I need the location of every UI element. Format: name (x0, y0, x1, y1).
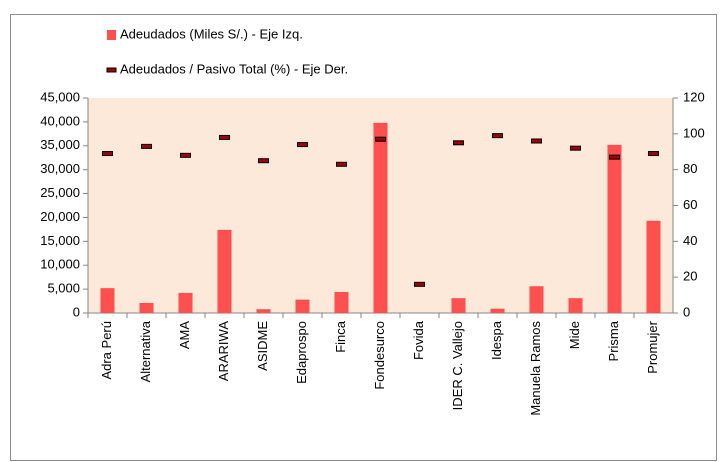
marker (375, 136, 386, 142)
y2-tick-label: 120 (683, 89, 705, 104)
bar (295, 299, 310, 313)
marker (141, 143, 152, 149)
x-tick-label: Idespa (489, 320, 504, 360)
y-tick-label: 45,000 (40, 89, 80, 104)
bar (139, 302, 154, 313)
y-tick-label: 5,000 (47, 281, 80, 296)
marker (180, 152, 191, 158)
marker (570, 145, 581, 151)
y-tick-label: 15,000 (40, 233, 80, 248)
marker (336, 161, 347, 167)
bar (490, 308, 505, 313)
x-tick-label: Promujer (645, 320, 660, 373)
y-tick-label: 25,000 (40, 185, 80, 200)
marker (609, 154, 620, 160)
x-tick-label: ASIDME (255, 321, 270, 371)
marker (531, 138, 542, 144)
marker (258, 158, 269, 164)
bar (373, 122, 388, 313)
bar (607, 144, 622, 313)
bar (100, 288, 115, 313)
y-tick-label: 20,000 (40, 209, 80, 224)
y2-tick-label: 0 (683, 304, 690, 319)
x-tick-label: Edaprospo (294, 321, 309, 384)
x-tick-label: Fovida (411, 320, 426, 360)
bar (178, 292, 193, 313)
legend-label: Adeudados (Miles S/.) - Eje Izq. (120, 26, 303, 41)
marker (219, 134, 230, 140)
x-tick-label: AMA (177, 321, 192, 350)
marker (492, 133, 503, 139)
legend-swatch (107, 30, 116, 40)
y-tick-label: 30,000 (40, 161, 80, 176)
x-tick-label: Prisma (606, 320, 621, 361)
bar (334, 291, 349, 313)
legend-label: Adeudados / Pasivo Total (%) - Eje Der. (120, 61, 348, 76)
y2-tick-label: 60 (683, 197, 697, 212)
bar (256, 309, 271, 313)
y2-tick-label: 80 (683, 161, 697, 176)
y-tick-label: 0 (73, 304, 80, 319)
bar (451, 298, 466, 313)
x-tick-label: Fondesurco (372, 321, 387, 390)
y-tick-label: 40,000 (40, 113, 80, 128)
y-tick-label: 35,000 (40, 137, 80, 152)
y2-tick-label: 40 (683, 233, 697, 248)
marker (453, 140, 464, 146)
x-tick-label: ARARIWA (216, 321, 231, 382)
bar (529, 286, 544, 313)
bar (646, 220, 661, 313)
x-tick-label: Finca (333, 320, 348, 353)
x-tick-label: Manuela Ramos (528, 321, 543, 416)
x-tick-label: Alternativa (138, 320, 153, 382)
marker (648, 151, 659, 157)
x-tick-label: Adra Perú (99, 321, 114, 380)
x-tick-label: Mide (567, 321, 582, 349)
x-tick-label: IDER C. Vallejo (450, 321, 465, 410)
y-tick-label: 10,000 (40, 257, 80, 272)
marker (102, 151, 113, 157)
bar (217, 229, 232, 313)
legend-swatch (106, 67, 117, 73)
y2-tick-label: 20 (683, 269, 697, 284)
bar (568, 298, 583, 313)
y2-tick-label: 100 (683, 125, 705, 140)
marker (414, 281, 425, 287)
marker (297, 142, 308, 148)
